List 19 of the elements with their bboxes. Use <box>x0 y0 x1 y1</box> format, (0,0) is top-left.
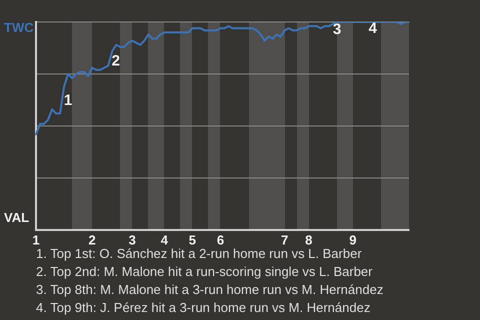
x-tick-label: 7 <box>281 232 288 248</box>
text: 3. Top 8th: M. Malone hit a 3-run home run vs M. Hernández <box>36 281 384 299</box>
x-tick-label: 2 <box>88 232 96 248</box>
x-tick-label: 9 <box>349 232 356 248</box>
x-tick-label: 6 <box>216 232 224 248</box>
text: VAL <box>4 210 30 225</box>
x-tick-label: 5 <box>188 232 196 248</box>
x-tick-label: 1 <box>32 232 40 248</box>
annotation: 1 <box>64 92 72 110</box>
x-tick-label: 8 <box>305 232 312 248</box>
text: 1. Top 1st: O. Sánchez hit a 2-run home run vs L. Barber <box>36 245 363 263</box>
annotation: 4 <box>368 20 378 38</box>
x-tick-label: 4 <box>160 232 169 248</box>
annotation: 2 <box>112 52 120 70</box>
text: TWC <box>4 20 34 35</box>
annotation: 3 <box>332 21 342 38</box>
text: 4. Top 9th: J. Pérez hit a 3-run home run vs M. Hernández <box>36 299 372 317</box>
x-tick-label: 3 <box>128 232 136 248</box>
text: 2. Top 2nd: M. Malone hit a run-scoring single vs L. Barber <box>36 263 374 281</box>
